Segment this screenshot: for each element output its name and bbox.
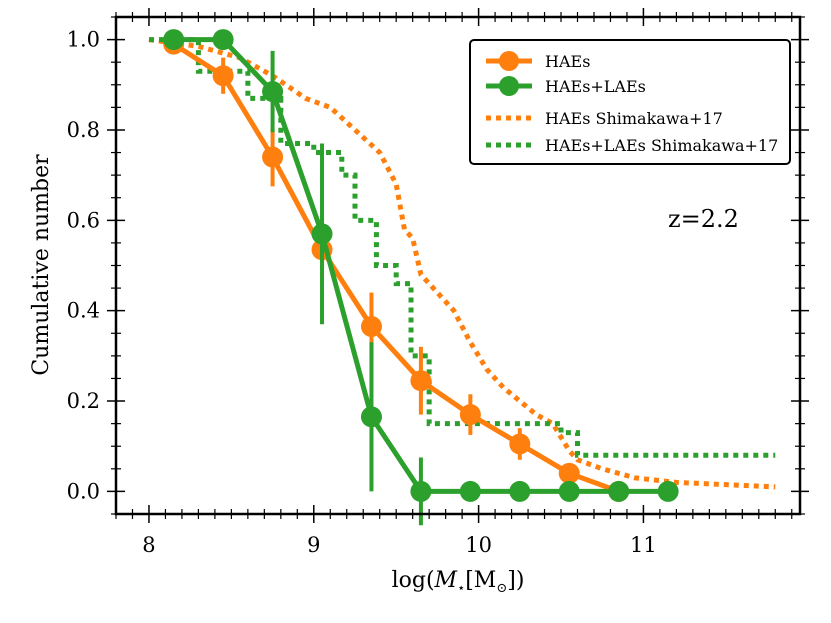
legend-handle-marker: [499, 51, 519, 71]
legend-label: HAEs Shimakawa+17: [545, 109, 723, 128]
y-tick-label: 0.4: [67, 299, 100, 323]
data-point: [558, 462, 580, 484]
legend-box: [469, 39, 791, 165]
data-point: [262, 146, 284, 168]
y-tick-label: 0.0: [67, 479, 100, 503]
x-tick-label: 10: [465, 533, 492, 557]
data-point: [212, 65, 234, 87]
x-tick-label: 11: [630, 533, 657, 557]
legend-label: HAEs: [545, 52, 590, 71]
data-point: [360, 315, 382, 337]
data-point: [311, 223, 333, 245]
data-point: [410, 480, 432, 502]
y-tick-label: 0.2: [67, 389, 100, 413]
data-point: [657, 480, 679, 502]
x-axis-label-part: [M: [465, 568, 496, 593]
data-point: [459, 404, 481, 426]
x-axis-label-part: log(: [392, 568, 435, 593]
data-point: [262, 81, 284, 103]
series-layer: [148, 29, 776, 526]
series-2: [148, 37, 776, 490]
x-axis-label-part: ]): [507, 568, 524, 593]
data-point: [509, 480, 531, 502]
data-point: [459, 480, 481, 502]
x-tick-label: 9: [307, 533, 320, 557]
annotation-label: z=2.2: [668, 205, 739, 233]
data-point: [558, 480, 580, 502]
x-axis-label: log(M⋆[M⊙]): [392, 568, 525, 596]
x-axis-label-part: M: [434, 568, 458, 593]
series-line: [148, 37, 776, 490]
data-point: [212, 29, 234, 51]
y-tick-label: 1.0: [67, 28, 100, 52]
data-point: [163, 29, 185, 51]
tick-layer: 8 9 10 11 0.0 0.2 0.4 0.6 0.8 1.0: [67, 8, 809, 557]
x-axis-label-part: ⊙: [496, 581, 507, 596]
legend-label: HAEs+LAEs Shimakawa+17: [545, 136, 778, 155]
legend-label: HAEs+LAEs: [545, 77, 646, 96]
x-tick-label: 8: [142, 533, 155, 557]
y-tick-label: 0.8: [67, 118, 100, 142]
data-point: [608, 480, 630, 502]
data-point: [509, 433, 531, 455]
data-point: [410, 370, 432, 392]
series-3: [148, 37, 776, 458]
x-axis-label-part: ⋆: [457, 581, 465, 596]
data-point: [360, 406, 382, 428]
series-line: [148, 37, 776, 458]
y-tick-label: 0.6: [67, 208, 100, 232]
y-axis-label: Cumulative number: [29, 154, 54, 376]
series-line: [172, 42, 620, 494]
legend-handle-marker: [499, 76, 519, 96]
legend: HAEs HAEs+LAEs HAEs Shimakawa+17 HAEs+LA…: [469, 39, 791, 165]
series-1: [163, 29, 679, 526]
